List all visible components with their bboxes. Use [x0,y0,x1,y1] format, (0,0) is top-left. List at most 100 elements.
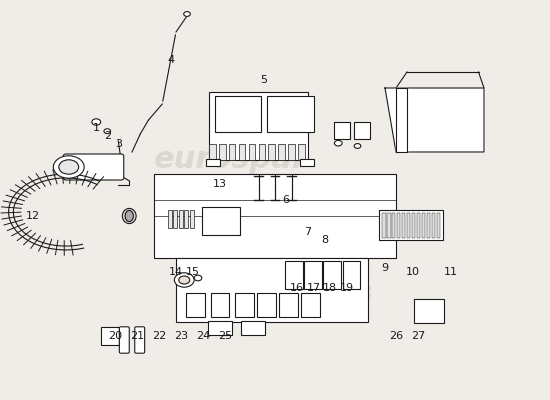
FancyBboxPatch shape [323,261,341,289]
Bar [407,213,410,238]
Bar [278,144,285,160]
Text: 19: 19 [339,283,354,293]
FancyBboxPatch shape [285,261,303,289]
Bar [392,213,395,238]
Circle shape [354,144,361,148]
FancyBboxPatch shape [235,293,254,317]
FancyBboxPatch shape [279,293,298,317]
Text: 9: 9 [382,263,388,273]
Text: 20: 20 [108,331,123,341]
Bar [173,210,177,228]
FancyBboxPatch shape [176,258,368,322]
FancyBboxPatch shape [211,293,229,317]
Bar [239,144,245,160]
Text: 5: 5 [261,75,267,85]
Text: 22: 22 [152,331,167,341]
Circle shape [104,129,111,134]
Text: 8: 8 [321,235,328,245]
Bar [267,96,314,132]
Text: 10: 10 [405,267,420,277]
FancyBboxPatch shape [202,207,240,235]
FancyBboxPatch shape [154,174,396,258]
FancyBboxPatch shape [257,293,276,317]
FancyBboxPatch shape [241,321,265,335]
FancyBboxPatch shape [354,122,370,139]
Text: 4: 4 [167,55,174,65]
Text: 16: 16 [290,283,304,293]
Ellipse shape [125,210,133,222]
Bar [168,210,172,228]
Bar [209,144,216,160]
Bar [417,213,420,238]
Text: es: es [341,281,373,305]
Bar [219,144,225,160]
Bar [288,144,295,160]
Text: 21: 21 [130,331,145,341]
Bar [268,144,275,160]
Bar [300,159,313,166]
FancyBboxPatch shape [101,327,119,345]
Circle shape [179,276,190,284]
Circle shape [59,160,79,174]
Text: 12: 12 [26,211,40,221]
FancyBboxPatch shape [209,92,308,160]
FancyBboxPatch shape [334,122,350,139]
Bar [184,210,188,228]
Circle shape [174,273,194,287]
Text: 7: 7 [305,227,311,237]
Bar [214,96,261,132]
Text: 11: 11 [444,267,458,277]
Bar [387,213,390,238]
Text: 2: 2 [104,131,111,141]
Text: 17: 17 [306,283,321,293]
Bar [190,210,194,228]
Text: 14: 14 [169,267,183,277]
Bar [249,144,255,160]
Bar [412,213,415,238]
Bar [397,213,400,238]
FancyBboxPatch shape [414,299,444,323]
FancyBboxPatch shape [119,327,129,353]
Text: 15: 15 [185,267,200,277]
Bar [422,213,425,238]
Text: 18: 18 [323,283,337,293]
Bar [298,144,305,160]
Bar [258,144,265,160]
Text: es: es [341,189,373,213]
Circle shape [194,275,202,281]
Polygon shape [385,88,484,152]
Circle shape [184,12,190,16]
Circle shape [92,119,101,125]
Bar [206,159,220,166]
Text: 26: 26 [389,331,403,341]
FancyBboxPatch shape [379,210,443,240]
FancyBboxPatch shape [304,261,322,289]
Text: 25: 25 [218,331,233,341]
FancyBboxPatch shape [301,293,320,317]
Text: 13: 13 [213,179,227,189]
FancyBboxPatch shape [63,154,124,180]
Text: 24: 24 [196,331,211,341]
Circle shape [334,140,342,146]
Bar [229,144,235,160]
Bar [432,213,435,238]
Text: eurospar: eurospar [154,145,308,174]
Bar [179,210,183,228]
Bar [437,213,440,238]
Ellipse shape [122,208,136,224]
Text: 3: 3 [115,139,122,149]
Bar [382,213,386,238]
FancyBboxPatch shape [208,321,232,335]
FancyBboxPatch shape [186,293,205,317]
FancyBboxPatch shape [135,327,145,353]
Circle shape [53,156,84,178]
Text: 27: 27 [411,331,425,341]
FancyBboxPatch shape [343,261,360,289]
Bar [402,213,405,238]
Text: 6: 6 [283,195,289,205]
Text: 23: 23 [174,331,189,341]
Polygon shape [396,88,407,152]
Bar [427,213,430,238]
Text: 1: 1 [93,123,100,133]
Text: eurospar: eurospar [154,237,308,266]
